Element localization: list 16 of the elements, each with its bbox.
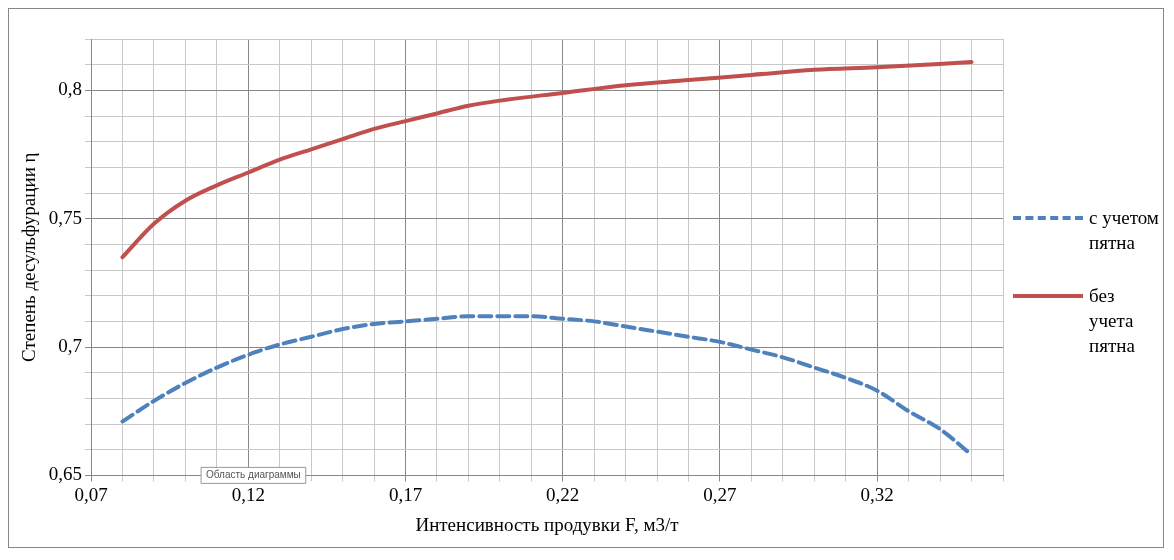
x-tick-label: 0,27 xyxy=(703,483,737,505)
legend-label: с учетом пятна xyxy=(1089,206,1160,255)
x-tick-label: 0,22 xyxy=(546,483,580,505)
line-series xyxy=(120,60,974,260)
y-tick-label: 0,65 xyxy=(48,463,83,485)
y-tick-label: 0,8 xyxy=(58,78,83,100)
x-tick-label: 0,12 xyxy=(231,483,265,505)
x-tick-label: 0,17 xyxy=(388,483,423,505)
y-tick-label: 0,75 xyxy=(48,206,83,228)
y-tick-label: 0,7 xyxy=(58,335,83,357)
x-axis-title: Интенсивность продувки F, м3/т xyxy=(415,513,680,535)
y-axis-title: Степень десульфурации η xyxy=(18,152,40,362)
x-tick-label: 0,32 xyxy=(860,483,894,505)
x-tick-label: 0,07 xyxy=(74,483,108,505)
annotation: Область диаграммы xyxy=(206,469,301,481)
legend-label: без учета пятна xyxy=(1089,284,1136,358)
